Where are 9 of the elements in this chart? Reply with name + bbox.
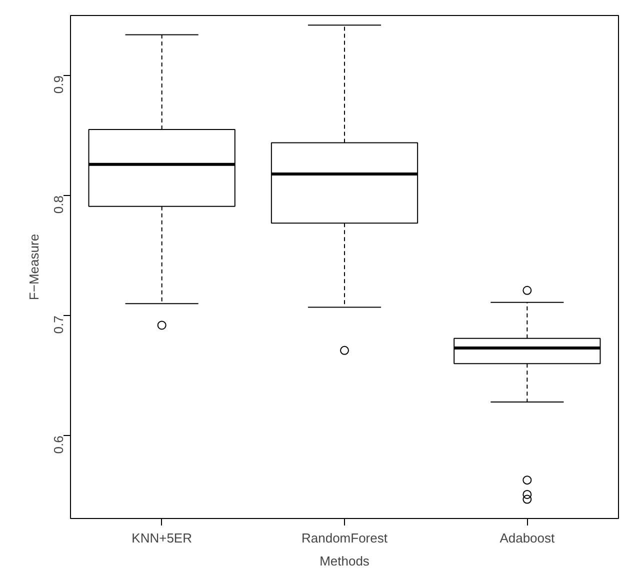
x-tick-label: RandomForest [302,530,388,546]
y-tick-label: 0.6 [51,436,66,454]
x-tick-label: KNN+5ER [132,530,192,546]
y-tick-label: 0.8 [51,196,66,214]
y-tick-label: 0.7 [51,316,66,334]
y-tick-label: 0.9 [51,76,66,94]
x-tick-label: Adaboost [500,530,556,546]
y-axis-title: F−Measure [26,234,42,300]
x-axis-title: Methods [320,554,370,568]
